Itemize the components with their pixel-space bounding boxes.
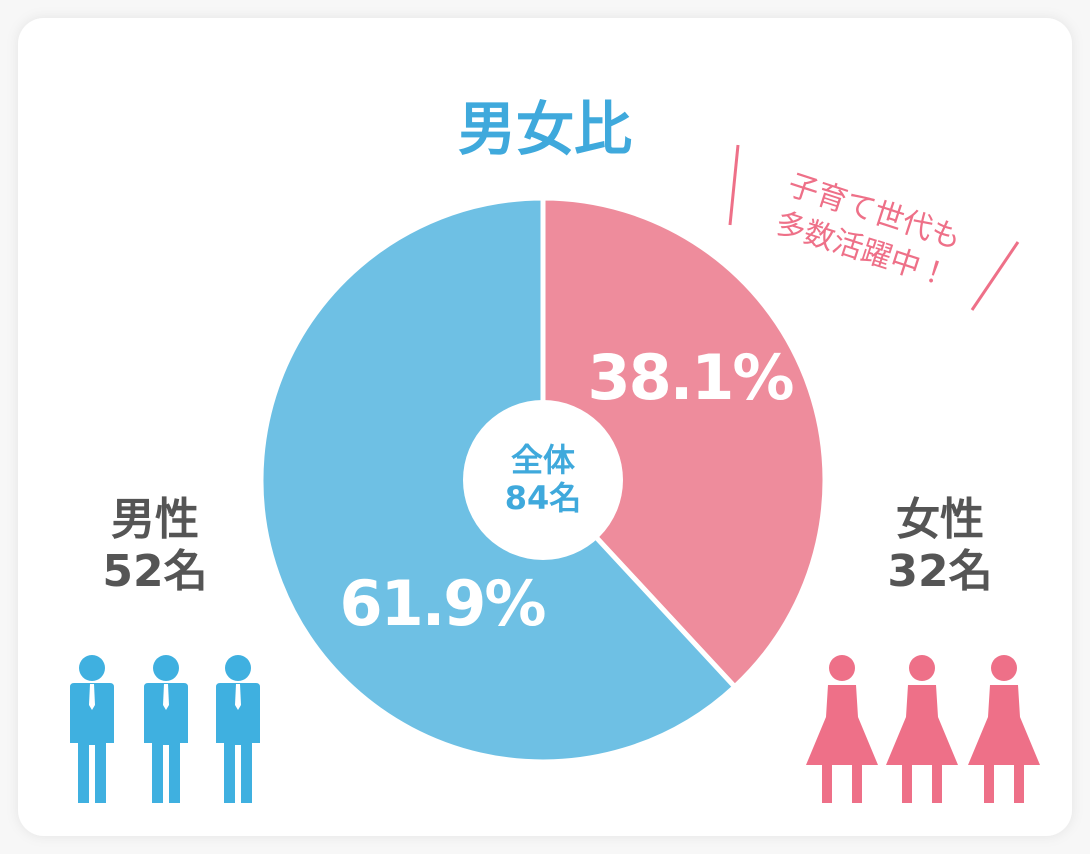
count-label: 52名: [102, 546, 207, 597]
category-label: 男性: [111, 494, 199, 545]
slice: [540, 195, 828, 691]
category-label: 女性: [896, 494, 984, 545]
center-label: 全体: [511, 441, 575, 479]
donut-hole: [463, 400, 623, 560]
value-label: 38.1%: [587, 341, 793, 414]
count-label: 32名: [887, 546, 992, 597]
center-label: 84名: [505, 479, 582, 517]
annotation-stroke: [970, 241, 1020, 311]
chart-title: 男女比: [458, 95, 632, 163]
value-label: 61.9%: [339, 567, 545, 640]
annotation-stroke: [728, 144, 740, 226]
